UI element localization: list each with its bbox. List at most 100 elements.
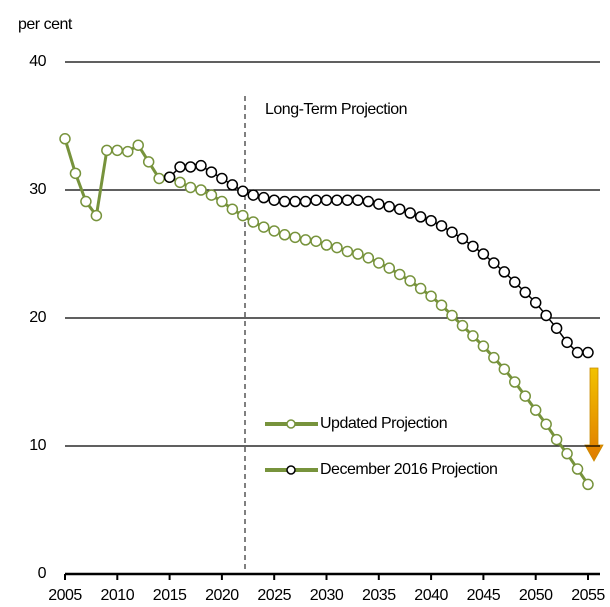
point <box>352 194 364 206</box>
point <box>435 220 448 232</box>
annotation: Long-Term Projection <box>265 101 407 118</box>
point <box>257 191 270 204</box>
point <box>80 195 92 208</box>
point <box>550 433 563 446</box>
decline-arrow <box>584 367 604 462</box>
point <box>467 240 479 253</box>
point <box>529 404 542 416</box>
x-tick-label: 2055 <box>571 587 605 604</box>
point <box>582 478 594 491</box>
point <box>404 207 416 219</box>
point <box>331 194 343 206</box>
point <box>310 235 322 247</box>
y-tick-label: 20 <box>29 309 46 326</box>
point <box>331 241 343 254</box>
point <box>373 198 385 210</box>
point <box>320 194 333 206</box>
point <box>142 156 155 168</box>
legend-marker <box>286 465 296 475</box>
point <box>393 203 406 215</box>
point <box>456 319 469 332</box>
point <box>132 139 144 151</box>
point <box>101 144 113 157</box>
point <box>205 189 218 201</box>
point <box>550 322 563 334</box>
point <box>310 194 322 206</box>
point <box>373 257 385 269</box>
point <box>184 181 197 194</box>
y-tick-label: 10 <box>29 437 46 454</box>
point <box>278 195 291 208</box>
point <box>216 172 228 185</box>
point <box>163 171 176 183</box>
point <box>467 330 479 342</box>
point <box>509 376 521 388</box>
point <box>111 144 124 157</box>
point <box>195 184 207 196</box>
point <box>529 296 542 309</box>
point <box>237 209 249 222</box>
point <box>383 262 396 274</box>
point <box>488 351 500 364</box>
point <box>90 209 103 222</box>
point <box>540 418 552 430</box>
point <box>205 166 218 178</box>
x-tick-label: 2010 <box>101 587 135 604</box>
point <box>216 195 228 208</box>
point <box>498 363 511 375</box>
x-tick-label: 2015 <box>153 587 187 604</box>
point <box>446 226 458 238</box>
x-tick-label: 2050 <box>519 587 553 604</box>
legend-label: December 2016 Projection <box>320 461 497 478</box>
point <box>247 189 260 201</box>
point <box>477 248 490 260</box>
point <box>561 447 573 460</box>
x-tick-label: 2025 <box>257 587 291 604</box>
x-tick-label: 2030 <box>310 587 344 604</box>
point <box>414 282 427 295</box>
point <box>425 214 437 227</box>
point <box>59 133 71 145</box>
point <box>509 276 521 288</box>
point <box>289 231 301 244</box>
x-tick-label: 2005 <box>48 587 82 604</box>
point <box>456 232 469 245</box>
point <box>477 340 490 352</box>
x-tick-label: 2020 <box>205 587 239 604</box>
point <box>362 195 375 208</box>
point <box>425 290 437 302</box>
point <box>299 195 312 208</box>
point <box>226 203 239 215</box>
point <box>237 185 249 198</box>
point <box>352 248 364 260</box>
legend-marker <box>286 419 296 429</box>
y-tick-label: 40 <box>29 53 46 70</box>
y-tick-label: 0 <box>38 565 47 582</box>
point <box>362 252 375 264</box>
point <box>582 346 594 359</box>
point <box>341 194 354 206</box>
point <box>519 390 531 402</box>
point <box>278 229 291 241</box>
point <box>320 239 333 251</box>
y-tick-label: 30 <box>29 181 46 198</box>
point <box>247 216 260 228</box>
point <box>174 161 186 173</box>
point <box>498 266 511 278</box>
y-axis-label: per cent <box>18 16 73 33</box>
point <box>299 234 312 246</box>
point <box>414 211 427 223</box>
point <box>226 179 239 191</box>
x-tick-label: 2040 <box>414 587 448 604</box>
point <box>341 245 354 258</box>
point <box>435 299 448 311</box>
point <box>488 257 500 269</box>
point <box>571 463 584 475</box>
point <box>519 286 531 299</box>
x-tick-label: 2045 <box>467 587 501 604</box>
point <box>174 176 186 189</box>
point <box>268 225 280 237</box>
point <box>268 194 280 206</box>
point <box>122 145 134 158</box>
